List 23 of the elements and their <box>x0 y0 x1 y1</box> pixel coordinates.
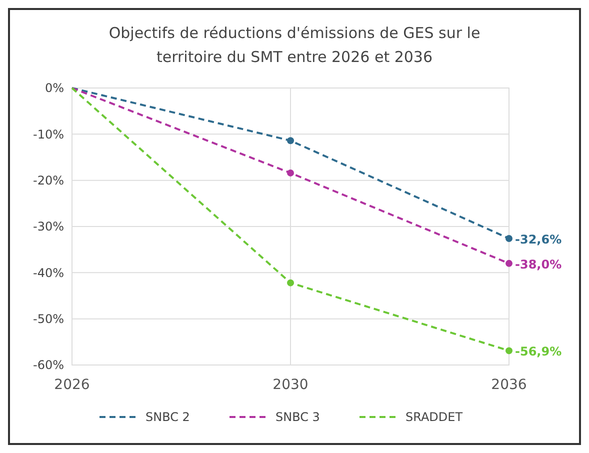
legend-label: SNBC 3 <box>276 410 320 424</box>
x-tick-label: 2030 <box>272 377 308 393</box>
x-tick-label: 2026 <box>54 377 90 393</box>
chart-title: Objectifs de réductions d'émissions de GES sur le territoire du SMT entre 2026 et 2036 <box>108 24 480 66</box>
x-tick-label: 2036 <box>491 377 527 393</box>
point <box>287 279 294 286</box>
legend-label: SNBC 2 <box>146 410 190 424</box>
y-tick-label: -10% <box>32 127 64 142</box>
y-tick-label: -30% <box>32 220 64 234</box>
legend-label: SRADDET <box>406 410 464 424</box>
y-tick-label: -40% <box>32 266 64 280</box>
point <box>506 235 512 242</box>
y-tick-label: -60% <box>32 358 64 372</box>
point <box>287 169 294 176</box>
point <box>506 347 512 354</box>
y-tick-label: 0% <box>44 81 64 96</box>
y-tick-label: -20% <box>32 174 64 188</box>
data-label: -32,6% <box>515 232 562 247</box>
data-label: -56,9% <box>515 344 562 359</box>
point <box>506 260 512 267</box>
point <box>287 137 294 144</box>
y-tick-label: -50% <box>32 312 64 326</box>
data-label: -38,0% <box>515 257 562 272</box>
